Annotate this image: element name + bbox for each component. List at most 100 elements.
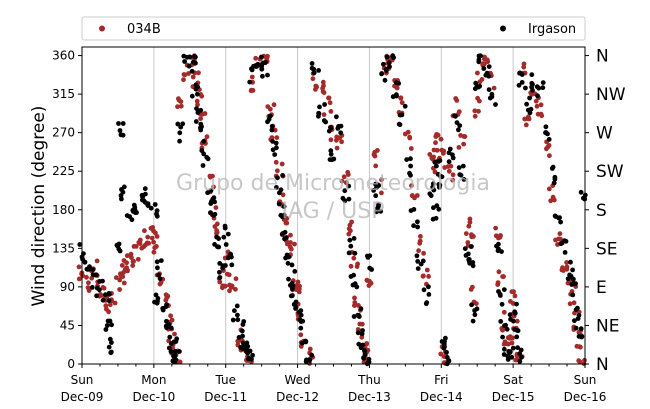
x-tick-label-date: Dec-12 [276,390,319,404]
point-irgason [87,264,92,270]
point-034b [222,283,228,289]
point-034b [101,285,107,291]
point-irgason [221,234,227,240]
point-irgason [504,326,510,332]
compass-label: E [596,278,607,298]
point-irgason [311,66,317,72]
point-034b [409,193,415,199]
point-irgason [355,312,361,318]
point-irgason [456,165,462,171]
point-034b [307,346,313,352]
point-irgason [558,241,564,247]
point-irgason [281,204,287,210]
point-irgason [575,316,581,321]
point-irgason [374,209,379,215]
point-034b [509,340,515,346]
point-irgason [247,79,253,85]
point-irgason [567,272,572,278]
point-irgason [309,352,315,358]
point-irgason [456,127,461,133]
point-034b [501,309,507,315]
x-tick-label-day: Sun [574,373,597,387]
point-irgason [120,121,126,126]
point-irgason [316,111,322,116]
point-034b [264,56,270,61]
point-034b [107,302,113,308]
point-irgason [501,346,507,352]
point-034b [576,358,582,364]
point-irgason [127,214,133,220]
point-irgason [362,348,367,353]
point-irgason [327,157,333,163]
point-irgason [121,184,127,190]
point-034b [328,109,334,114]
point-034b [359,321,365,327]
point-034b [145,234,151,240]
point-034b [117,287,122,292]
point-034b [352,300,358,305]
point-irgason [476,53,482,59]
point-irgason [351,272,356,278]
point-034b [512,293,518,299]
point-irgason [404,157,410,163]
point-irgason [435,159,441,164]
point-irgason [148,205,154,211]
point-irgason [175,121,181,127]
point-034b [213,205,219,211]
point-irgason [546,137,552,142]
point-irgason [168,325,174,331]
point-irgason [152,202,158,207]
point-irgason [109,340,114,345]
point-034b [229,284,235,290]
point-irgason [348,243,354,249]
watermark-line-2: IAG / USP [282,199,385,224]
compass-label: N [596,47,609,67]
point-irgason [463,253,469,258]
point-034b [526,116,532,122]
point-034b [106,309,111,315]
point-034b [135,256,141,262]
point-034b [154,244,159,249]
point-034b [354,264,360,269]
point-034b [279,161,285,167]
compass-label: SE [596,239,618,259]
point-034b [154,234,160,239]
x-tick-label-day: Sun [71,373,94,387]
point-irgason [517,351,523,356]
point-irgason [346,196,352,202]
point-034b [472,113,478,119]
x-tick-label-date: Dec-14 [420,390,463,404]
point-034b [151,239,157,245]
point-034b [288,240,293,245]
point-irgason [391,55,396,60]
point-034b [249,74,255,80]
point-irgason [142,186,148,192]
point-034b [470,284,475,290]
point-irgason [367,253,373,259]
point-034b [420,273,426,279]
point-irgason [387,64,392,70]
point-irgason [573,325,579,331]
point-irgason [415,266,421,271]
point-034b [346,231,352,237]
point-irgason [143,191,148,197]
point-irgason [198,124,204,130]
point-irgason [187,54,193,60]
point-irgason [322,102,327,107]
x-tick-label-date: Dec-15 [492,390,535,404]
point-irgason [193,119,199,124]
point-034b [149,235,155,241]
x-tick-label-day: Sat [503,373,523,387]
point-irgason [298,308,304,313]
point-irgason [208,210,213,216]
point-034b [124,260,129,266]
point-034b [326,95,331,101]
point-034b [321,112,327,117]
point-034b [417,238,423,244]
point-irgason [407,170,412,176]
point-irgason [94,285,100,291]
point-irgason [238,345,244,350]
y-tick-label: 135 [52,241,75,255]
point-irgason [155,265,160,271]
point-irgason [426,292,432,297]
